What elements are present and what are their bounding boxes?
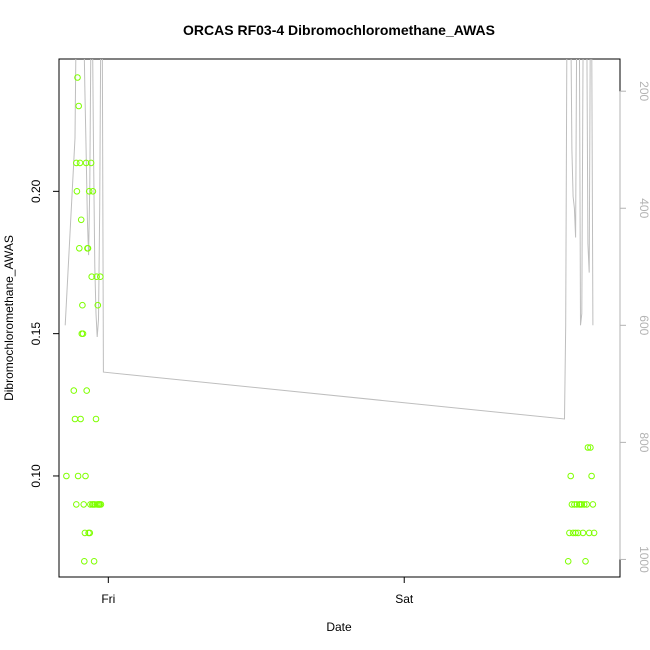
data-point [582,558,589,565]
data-point [583,501,591,508]
y-tick-label: 0.15 [29,322,43,346]
y-right-tick-label: 400 [637,198,650,218]
data-point [74,472,82,480]
data-point [73,501,80,508]
y-tick-label: 0.10 [29,464,43,488]
plot-area [63,59,598,565]
data-point [564,558,572,565]
data-point [71,415,79,423]
data-point [81,558,88,565]
data-point [87,159,95,167]
data-point [83,387,90,394]
data-point [75,102,82,110]
data-point [569,529,577,537]
y-right-tick-label: 800 [637,432,650,452]
data-point [578,501,586,508]
data-point [85,188,93,195]
data-point [579,529,587,537]
data-point [77,415,84,423]
data-point [97,501,105,508]
line-series [64,59,594,420]
data-point [81,529,89,537]
plot-frame [58,58,621,578]
data-point [91,501,99,508]
data-point [573,501,581,508]
x-tick-label: Sat [395,592,414,606]
data-point [589,501,597,508]
data-point [584,444,592,451]
data-point [82,159,90,167]
data-point [76,159,84,167]
data-point [574,529,582,537]
data-point [580,501,588,508]
axes: 0.10 0.15 0.20 200 400 600 800 1000 Fri Sat [29,81,650,606]
data-point [76,245,83,252]
data-point [88,273,95,281]
y-axis-label: Dibromochloromethane_AWAS [2,235,16,401]
data-point [73,188,81,195]
x-axis-label: Date [326,620,352,634]
data-point [94,301,102,309]
data-point [588,472,595,480]
data-point [92,415,100,423]
data-point [97,273,104,281]
data-point [568,501,576,508]
plot-content [63,59,598,565]
y-right-tick-label: 600 [637,315,650,335]
data-point [86,529,94,537]
data-point [63,472,70,480]
data-point [572,529,579,537]
data-point [585,529,593,537]
data-point [93,273,100,281]
data-point [567,472,575,480]
data-point [587,444,594,451]
data-point [74,74,81,81]
data-point [89,188,97,195]
y-right-tick-label: 1000 [637,546,650,573]
chart-title: ORCAS RF03-4 Dibromochloromethane_AWAS [183,22,495,38]
data-point [79,330,87,338]
data-point [77,216,85,224]
data-point [80,501,87,508]
data-point [70,387,78,394]
data-point [84,245,92,252]
data-point [566,529,573,537]
x-tick-label: Fri [101,592,115,606]
data-point [73,159,80,167]
y-tick-label: 0.20 [29,179,43,203]
data-point [590,529,598,537]
data-point [90,558,98,565]
data-point [87,501,94,508]
y-right-tick-label: 200 [637,81,650,101]
data-point [82,472,89,480]
data-point [79,301,86,309]
